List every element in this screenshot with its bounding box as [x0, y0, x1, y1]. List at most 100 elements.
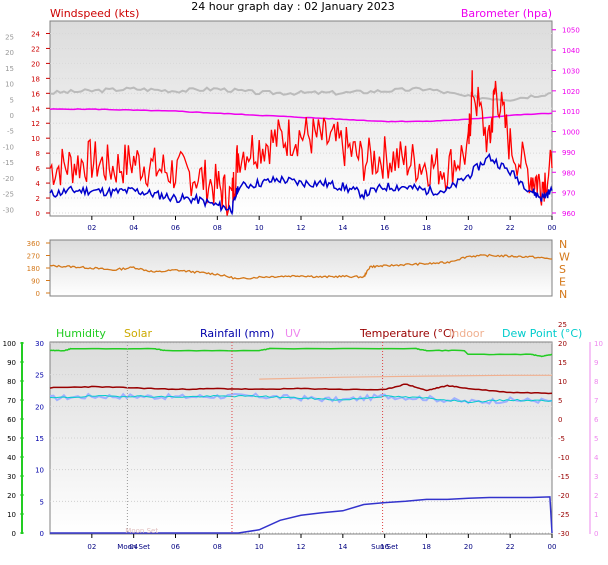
windspeed-tick-label: 24 — [31, 30, 40, 38]
grey-tick-label: -20 — [3, 175, 14, 183]
temperature-tick-label: 5 — [558, 397, 562, 405]
direction-tick-label: 270 — [27, 253, 40, 261]
climate-x-tick-label: 02 — [87, 543, 96, 551]
wind-x-tick-label: 14 — [338, 224, 347, 232]
temperature-tick-label: 15 — [558, 359, 567, 367]
compass-label: N — [559, 288, 567, 301]
compass-label: S — [559, 263, 566, 276]
overlap-x-tick-label: 16 — [380, 543, 389, 551]
climate-x-tick-label: 08 — [213, 543, 222, 551]
wind-x-tick-label: 08 — [213, 224, 222, 232]
moonset-annotation: Moon Set — [125, 527, 158, 535]
barometer-tick-label: 1040 — [562, 47, 580, 55]
windspeed-tick-label: 18 — [31, 75, 40, 83]
windspeed-tick-label: 10 — [31, 135, 40, 143]
uv-tick-label: 5 — [594, 435, 598, 443]
climate-x-tick-label: Moon Set — [117, 543, 150, 551]
uv-tick-label: 2 — [594, 492, 598, 500]
humidity-tick-label: 60 — [7, 416, 16, 424]
barometer-tick-label: 1020 — [562, 88, 580, 96]
climate-x-tick-label: Sun Set — [371, 543, 398, 551]
direction-tick-label: 90 — [31, 278, 40, 286]
humidity-series — [49, 347, 553, 358]
temperature-series — [49, 383, 553, 395]
rain-tick-label: 10 — [35, 467, 44, 475]
barometer-series — [49, 108, 553, 123]
uv-tick-label: 1 — [594, 511, 598, 519]
windspeed-tick-label: 20 — [31, 60, 40, 68]
barometer-tick-label: 1000 — [562, 129, 580, 137]
grey-tick-label: 20 — [5, 49, 14, 57]
climate-x-tick-label: 00 — [548, 543, 557, 551]
wind-x-tick-label: 20 — [464, 224, 473, 232]
wind-x-tick-label: 04 — [129, 224, 138, 232]
barometer-tick-label: 960 — [562, 210, 575, 218]
wind-x-tick-label: 22 — [506, 224, 515, 232]
legend-item: Indoor — [449, 327, 485, 340]
rain-tick-label: 25 — [35, 372, 44, 380]
direction-tick-label: 180 — [27, 265, 40, 273]
rain-tick-label: 20 — [35, 403, 44, 411]
barometer-tick-label: 1050 — [562, 27, 580, 35]
legend-item: UV — [285, 327, 301, 340]
rain-tick-label: 5 — [40, 498, 44, 506]
climate-x-tick-label: 06 — [171, 543, 180, 551]
barometer-trace-series — [49, 86, 553, 102]
grey-tick-label: -10 — [3, 143, 14, 151]
temperature-tick-label: 20 — [558, 340, 567, 348]
climate-x-tick-label: 22 — [506, 543, 515, 551]
compass-label: E — [559, 276, 566, 289]
uv-tick-label: 8 — [594, 378, 598, 386]
windspeed-tick-label: 22 — [31, 45, 40, 53]
rain-tick-label: 30 — [35, 340, 44, 348]
grey-tick-label: 15 — [5, 65, 14, 73]
humidity-tick-label: 10 — [7, 511, 16, 519]
wind-x-tick-label: 10 — [255, 224, 264, 232]
humidity-tick-label: 40 — [7, 454, 16, 462]
temperature-tick-label: -25 — [558, 511, 569, 519]
humidity-tick-label: 100 — [3, 340, 16, 348]
windspeed-tick-label: 2 — [36, 195, 40, 203]
compass-label: W — [559, 251, 570, 264]
grey-tick-label: 0 — [10, 112, 14, 120]
temperature-tick-label: -20 — [558, 492, 569, 500]
grey-tick-label: -25 — [3, 191, 14, 199]
legend-item: Rainfall (mm) — [200, 327, 274, 340]
wind-direction-series — [49, 253, 552, 280]
direction-plot-area — [49, 239, 553, 297]
grey-tick-label: 10 — [5, 81, 14, 89]
uv-tick-label: 3 — [594, 473, 598, 481]
humidity-tick-label: 30 — [7, 473, 16, 481]
barometer-tick-label: 980 — [562, 169, 575, 177]
grey-tick-label: -15 — [3, 159, 14, 167]
uv-tick-label: 0 — [594, 530, 598, 538]
climate-plot-area — [49, 341, 553, 535]
barometer-tick-label: 1010 — [562, 108, 580, 116]
wind-x-tick-label: 02 — [87, 224, 96, 232]
wind-x-tick-label: 18 — [422, 224, 431, 232]
legend-item: Temperature (°C) — [359, 327, 455, 340]
temperature-tick-label: 25 — [558, 321, 567, 329]
uv-tick-label: 10 — [594, 340, 603, 348]
windspeed-tick-label: 12 — [31, 120, 40, 128]
temperature-tick-label: -30 — [558, 530, 569, 538]
wind-x-tick-label: 16 — [380, 224, 389, 232]
barometer-axis-title: Barometer (hpa) — [461, 7, 552, 20]
humidity-tick-label: 80 — [7, 378, 16, 386]
windspeed-tick-label: 8 — [36, 150, 40, 158]
climate-x-tick-label: 10 — [255, 543, 264, 551]
wind-x-tick-label: 06 — [171, 224, 180, 232]
climate-x-tick-label: 20 — [464, 543, 473, 551]
windspeed-tick-label: 4 — [36, 180, 41, 188]
windspeed-series — [49, 70, 553, 216]
humidity-tick-label: 50 — [7, 435, 16, 443]
uv-tick-label: 9 — [594, 359, 598, 367]
windspeed-tick-label: 0 — [36, 210, 40, 218]
windspeed-tick-label: 14 — [31, 105, 40, 113]
dewpoint-series — [49, 394, 553, 404]
grey-tick-label: -30 — [3, 206, 14, 214]
climate-x-tick-label: 14 — [338, 543, 347, 551]
indoor-series — [259, 374, 552, 380]
